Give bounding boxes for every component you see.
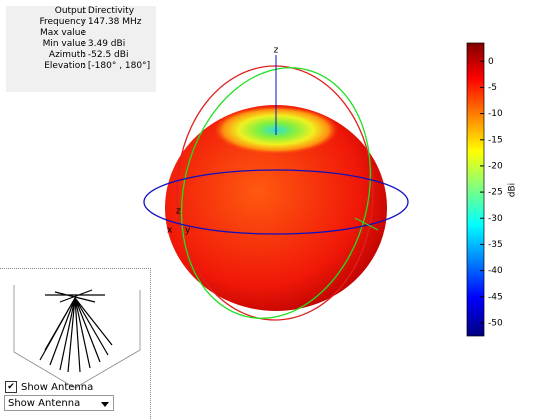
colorbar-tick-label: -35: [488, 240, 503, 250]
colorbar-tick-label: 0: [488, 57, 494, 67]
checkbox-box[interactable]: ✔: [5, 381, 17, 393]
axis-label: z: [274, 46, 279, 56]
pattern: z z x y: [143, 46, 409, 321]
ring-red: [176, 65, 374, 321]
ring-green: [180, 67, 372, 319]
info-value: [-180° , 180°]: [88, 61, 154, 72]
info-value: Directivity: [88, 6, 154, 17]
colorbar-tick-label: -45: [488, 292, 503, 302]
colorbar-label: dBi: [508, 183, 518, 197]
info-label: Max value: [39, 28, 86, 38]
antenna-dropdown[interactable]: Show Antenna: [4, 395, 114, 411]
info-value: 147.38 MHz: [88, 17, 154, 28]
info-row: Max value: [6, 28, 156, 39]
info-row: Elevation[-180° , 180°]: [6, 61, 156, 72]
info-row: Frequency147.38 MHz: [6, 17, 156, 28]
colorbar-tick-label: -40: [488, 266, 503, 276]
info-label: Azimuth: [48, 50, 86, 60]
ring-blue: [143, 169, 409, 235]
info-row: OutputDirectivity: [6, 6, 156, 17]
checkbox-label: Show Antenna: [21, 381, 94, 393]
axis-label: x: [167, 226, 173, 236]
colorbar-tick-label: -50: [488, 318, 503, 328]
info-label: Min value: [42, 39, 86, 49]
info-value: 3.49 dBi: [88, 39, 154, 50]
colorbar-tick-label: -25: [488, 188, 503, 198]
pattern-surface: [165, 105, 387, 311]
info-label: Output: [54, 6, 86, 16]
info-label: Frequency: [39, 17, 87, 27]
info-value: -52.5 dBi: [88, 50, 154, 61]
info-row: Min value3.49 dBi: [6, 39, 156, 50]
colorbar-tick-label: -15: [488, 135, 503, 145]
info-value: [88, 28, 154, 39]
colorbar-tick-label: -20: [488, 161, 503, 171]
show-antenna-checkbox[interactable]: ✔ Show Antenna: [5, 381, 93, 393]
colorbar-tick-label: -10: [488, 109, 503, 119]
colorbar: [466, 42, 485, 337]
colorbar-tick-label: -5: [488, 83, 497, 93]
colorbar-ticks: 0 -5 -10 -15 -20 -25 -30 -35 -40 -45 -50: [480, 57, 503, 328]
colorbar-tick-label: -30: [488, 214, 503, 224]
info-panel: OutputDirectivityFrequency147.38 MHzMax …: [6, 6, 156, 92]
info-row: Azimuth-52.5 dBi: [6, 50, 156, 61]
antenna: [13, 285, 141, 389]
y-axis: [354, 217, 379, 231]
antenna-inset: [0, 268, 151, 419]
axis-label: y: [185, 226, 191, 236]
axis-label: z: [176, 207, 181, 217]
info-label: Elevation: [44, 61, 86, 71]
